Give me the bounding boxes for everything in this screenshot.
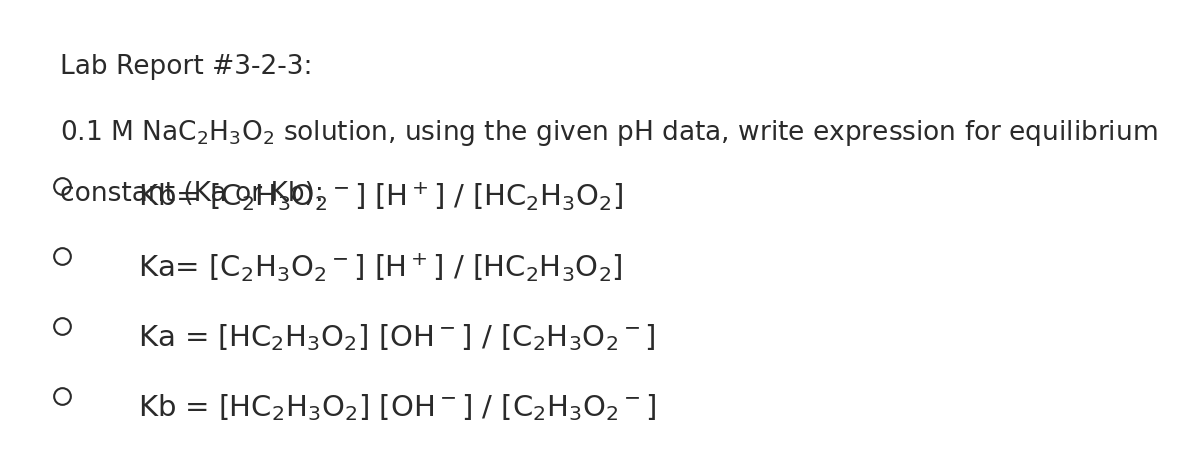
Text: Kb = [HC$_2$H$_3$O$_2$] [OH$^-$] / [C$_2$H$_3$O$_2$$^-$]: Kb = [HC$_2$H$_3$O$_2$] [OH$^-$] / [C$_2… (138, 392, 656, 423)
Text: Kb= [C$_2$H$_3$O$_2$$^-$] [H$^+$] / [HC$_2$H$_3$O$_2$]: Kb= [C$_2$H$_3$O$_2$$^-$] [H$^+$] / [HC$… (138, 181, 624, 213)
Text: Ka = [HC$_2$H$_3$O$_2$] [OH$^-$] / [C$_2$H$_3$O$_2$$^-$]: Ka = [HC$_2$H$_3$O$_2$] [OH$^-$] / [C$_2… (138, 322, 656, 353)
Text: constant (Ka or Kb):: constant (Ka or Kb): (60, 181, 324, 207)
Text: Ka= [C$_2$H$_3$O$_2$$^-$] [H$^+$] / [HC$_2$H$_3$O$_2$]: Ka= [C$_2$H$_3$O$_2$$^-$] [H$^+$] / [HC$… (138, 251, 623, 284)
Text: Lab Report #3-2-3:: Lab Report #3-2-3: (60, 54, 312, 80)
Text: 0.1 M NaC$_2$H$_3$O$_2$ solution, using the given pH data, write expression for : 0.1 M NaC$_2$H$_3$O$_2$ solution, using … (60, 118, 1158, 148)
